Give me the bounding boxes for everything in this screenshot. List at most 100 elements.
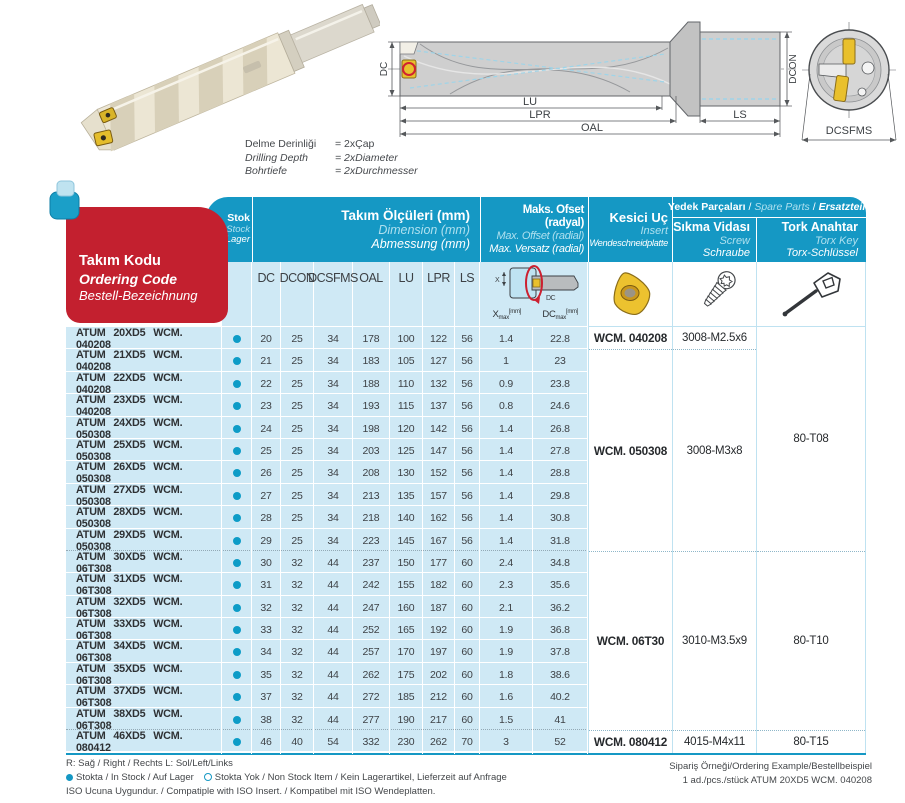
dim-value-cell: 25 <box>281 438 314 463</box>
dim-value-cell: 44 <box>314 685 353 710</box>
ordering-code-header: Takım Kodu Ordering Code Bestell-Bezeich… <box>66 207 228 323</box>
ordering-code-cell: ATUM 32XD5 WCM. 06T308 <box>66 595 222 620</box>
dim-value-cell: 32 <box>281 573 314 598</box>
dim-column-label-dcsfms: DCSFMS <box>308 262 358 326</box>
dcsfms-label: DCSFMS <box>826 125 872 137</box>
dim-value-cell: 24 <box>252 416 281 441</box>
stock-cell <box>222 550 252 575</box>
torx-group-cell: 80-T10 <box>757 551 865 730</box>
stock-header-de: Lager <box>225 234 250 246</box>
dim-value-cell: 25 <box>281 394 314 419</box>
dim-value-cell: 252 <box>353 618 390 643</box>
stock-cell <box>222 528 252 553</box>
dim-value-cell: 41 <box>533 707 588 732</box>
stock-cell <box>222 483 252 508</box>
drill-shank <box>290 3 375 64</box>
dim-value-cell: 257 <box>353 640 390 665</box>
max-offset-header-tr: Maks. Ofset (radyal) <box>522 203 585 229</box>
dim-value-cell: 22.8 <box>533 327 588 351</box>
dim-value-cell: 44 <box>314 618 353 643</box>
dim-value-cell: 1.5 <box>480 707 533 732</box>
dim-value-cell: 23.8 <box>533 371 588 396</box>
insert-group-cell: WCM. 06T30 <box>589 550 672 730</box>
arrow <box>700 118 706 124</box>
stock-cell <box>222 349 252 374</box>
dim-value-cell: 25 <box>281 461 314 486</box>
stock-cell <box>222 461 252 486</box>
dim-value-cell: 2.3 <box>480 573 533 598</box>
dim-value-cell: 182 <box>423 573 455 598</box>
dim-value-cell: 1.4 <box>480 327 533 351</box>
dim-value-cell: 1.8 <box>480 662 533 687</box>
dim-value-cell: 188 <box>353 371 390 396</box>
stock-legend: Stokta / In Stock / Auf Lager Stokta Yok … <box>66 771 507 785</box>
table-row: ATUM 23XD5 WCM. 040208 23 25 34 193 115 137 56 0… <box>66 394 588 419</box>
coolant-line <box>409 53 666 89</box>
ordering-example: Sipariş Örneği/Ordering Example/Bestellb… <box>669 760 872 789</box>
screw-group-cell: 4015-M4x11 <box>673 730 756 752</box>
dim-value-cell: 122 <box>423 327 455 351</box>
ordering-code-cell: ATUM 23XD5 WCM. 040208 <box>66 394 222 419</box>
arrow <box>774 131 780 137</box>
torx-header-de: Torx-Schlüssel <box>786 247 858 260</box>
arrow <box>501 272 506 276</box>
max-offset-header-de: Max. Versatz (radial) <box>489 242 584 255</box>
coolant-hole-2 <box>857 87 867 97</box>
dim-value-cell: 70 <box>455 730 480 755</box>
dim-value-cell: 56 <box>455 394 480 419</box>
drilling-depth-note: Delme Derinliği = 2xÇap Drilling Depth = 2… <box>245 138 418 179</box>
dim-value-cell: 34.8 <box>533 550 588 575</box>
footer-notes: R: Sağ / Right / Rechts L: Sol/Left/Link… <box>66 757 507 799</box>
dim-value-cell: 0.9 <box>480 371 533 396</box>
flange <box>669 21 701 117</box>
dc-mini-label: DC <box>546 295 556 302</box>
stock-cell <box>222 707 252 732</box>
dim-value-cell: 212 <box>423 685 455 710</box>
torx-key-header: Tork Anahtar Torx Key Torx-Schlüssel <box>756 218 866 262</box>
dim-value-cell: 165 <box>390 618 423 643</box>
dim-value-cell: 218 <box>353 506 390 531</box>
dim-value-cell: 202 <box>423 662 455 687</box>
dim-value-cell: 36.2 <box>533 595 588 620</box>
flute-line <box>419 43 631 93</box>
dim-value-cell: 155 <box>390 573 423 598</box>
arrow <box>400 131 406 137</box>
dcon-label: DCON <box>788 54 799 83</box>
note-value: = 2xÇap <box>335 138 375 150</box>
dim-value-cell: 56 <box>455 483 480 508</box>
in-stock-dot <box>232 603 241 612</box>
ordering-code-cell: ATUM 21XD5 WCM. 040208 <box>66 349 222 374</box>
dim-value-cell: 25 <box>281 349 314 374</box>
insert-group-cell: WCM. 040208 <box>593 331 668 346</box>
dim-value-cell: 37 <box>252 685 281 710</box>
stock-cell <box>222 618 252 643</box>
arrow <box>389 42 395 48</box>
dim-value-cell: 1.4 <box>480 483 533 508</box>
dim-value-cell: 60 <box>455 640 480 665</box>
ordering-code-cell: ATUM 26XD5 WCM. 050308 <box>66 461 222 486</box>
arrow <box>802 137 808 143</box>
offset-diagram: X DC <box>495 265 578 304</box>
oal-label: OAL <box>581 122 603 134</box>
dim-value-cell: 147 <box>423 438 455 463</box>
dim-value-cell: 1.4 <box>480 528 533 553</box>
note-label: Delme Derinliği <box>245 138 317 150</box>
dim-value-cell: 125 <box>390 438 423 463</box>
in-stock-dot <box>232 424 241 433</box>
ordering-code-cell: ATUM 28XD5 WCM. 050308 <box>66 506 222 531</box>
spare-parts-panel: WCM. 040208 WCM. 050308 WCM. 06T30 WCM. 080… <box>588 327 866 753</box>
cube-icon <box>49 180 80 220</box>
ls-label: LS <box>733 109 746 121</box>
dim-value-cell: 110 <box>390 371 423 396</box>
separator: / <box>745 201 755 213</box>
insert-group-cell: WCM. 050308 <box>589 349 672 551</box>
lpr-label: LPR <box>529 109 550 121</box>
dim-value-cell: 56 <box>455 327 480 351</box>
arrow <box>389 90 395 96</box>
table-row: ATUM 24XD5 WCM. 050308 24 25 34 198 120 142 56 1… <box>66 416 588 441</box>
in-stock-dot <box>232 379 241 388</box>
screw-header: Sıkma Vidası Screw Schraube <box>672 218 756 262</box>
dim-value-cell: 60 <box>455 618 480 643</box>
ordering-code-en: Ordering Code <box>79 270 178 287</box>
